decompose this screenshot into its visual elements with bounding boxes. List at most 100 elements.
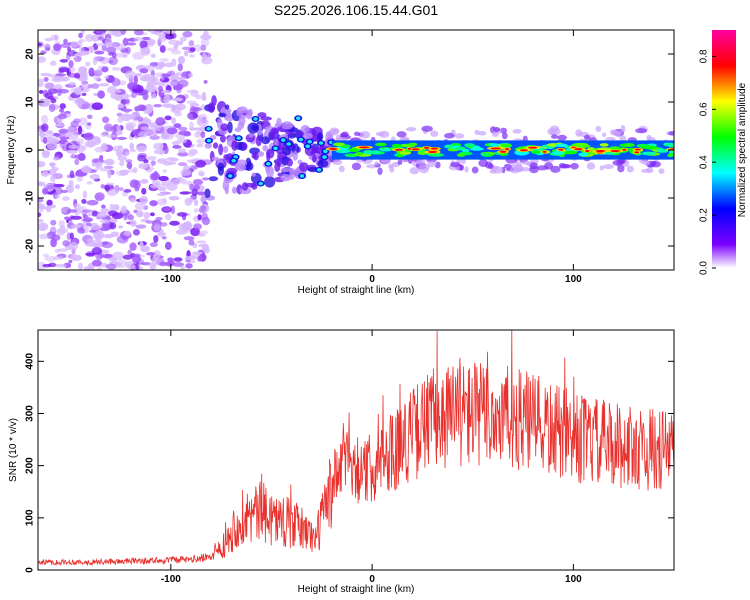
heatmap-cell [612,159,624,166]
heatmap-cell [251,172,256,177]
heatmap-cell [263,130,269,138]
heatmap-cell [89,229,96,233]
heatmap-cell [646,167,654,174]
heatmap-cell [119,160,125,167]
heatmap-cell [52,255,64,261]
heatmap-cell [149,261,157,270]
heatmap-cell [551,151,565,155]
heatmap-cell [155,216,163,221]
heatmap-cell [165,32,175,40]
heatmap-cell [617,165,625,173]
heatmap-cell [139,40,148,49]
heatmap-cell [302,132,313,140]
heatmap-cell [200,131,206,139]
heatmap-cell [641,151,656,156]
heatmap-cell [317,159,329,168]
heatmap-cell [500,143,513,148]
heatmap-cell [140,245,151,253]
heatmap-cell [626,165,634,173]
heatmap-cell [223,113,235,122]
heatmap-cell [73,97,85,106]
heatmap-cell [64,110,71,114]
heatmap-cell [101,204,106,209]
heatmap-cell [125,159,133,164]
heatmap-cell [89,222,100,231]
heatmap-cell [487,163,494,169]
heatmap-cell [77,125,83,134]
heatmap-cell [163,94,171,104]
heatmap-cell [87,122,92,126]
heatmap-cell [98,82,110,87]
heatmap-cell [291,143,300,155]
heatmap-cell [117,116,124,124]
heatmap-cell [161,89,171,94]
heatmap-cell [155,31,162,36]
heatmap-cell [238,115,246,126]
heatmap-cell [660,149,669,153]
heatmap-cell [66,149,78,154]
heatmap-cell [105,263,117,270]
heatmap-cell [634,148,641,151]
heatmap-cell [77,227,86,234]
heatmap-cell [108,60,114,64]
heatmap-cell [97,36,105,41]
heatmap-cell [101,241,114,249]
heatmap-cell [114,261,123,266]
heatmap-cell [149,242,158,248]
heatmap-cell [194,131,201,138]
heatmap-cell [101,116,110,124]
heatmap-cell [108,52,114,56]
heatmap-cell [101,212,107,218]
heatmap-cell [570,162,579,170]
heatmap-cell [42,153,50,159]
heatmap-cell [202,52,207,62]
heatmap-cell [94,146,106,153]
heatmap-cell [50,161,55,169]
heatmap-cell [164,213,172,221]
heatmap-cell [152,253,161,260]
heatmap-cell [78,50,90,56]
heatmap-cell [169,76,176,81]
heatmap-cell [355,151,364,156]
heatmap-cell [176,137,188,144]
heatmap-cell [550,134,558,139]
snr-x-ticks: -100 0 100 [161,330,582,585]
heatmap-cell [186,152,196,157]
heatmap-cell [156,198,168,206]
heatmap-cell [193,199,199,207]
heatmap-cell [601,132,607,137]
heatmap-cell [116,112,123,117]
heatmap-cell [38,233,49,240]
heatmap-cell [641,145,657,150]
heatmap-cell [86,238,94,244]
heatmap-cell [70,254,82,262]
heatmap-cell [203,30,209,36]
heatmap-cell [141,36,151,41]
heatmap-cell [188,40,195,47]
heatmap-cell [127,249,132,255]
heatmap-cell [609,129,618,135]
heatmap-cell [38,78,44,88]
heatmap-cell [162,207,172,212]
heatmap-cell [78,47,85,52]
heatmap-cell [173,123,182,129]
heatmap-cell [143,49,150,55]
snr-y-tick-label: 200 [25,457,36,474]
heatmap-cell [542,150,547,153]
heatmap-cell [41,170,50,177]
heatmap-cell [46,184,56,190]
heatmap-cell [231,186,238,194]
heatmap-cell [43,77,49,82]
colorbar-tick-label: 0.4 [699,155,710,169]
heatmap-cell [328,147,338,150]
heatmap-cell [38,218,44,223]
heatmap-cell [134,73,143,77]
heatmap-cell [149,135,161,140]
heatmap-cell [150,53,156,58]
heatmap-cell [145,220,154,224]
heatmap-cell [133,75,139,84]
heatmap-cell [223,145,229,154]
heatmap-cell [123,212,128,221]
heatmap-cell [295,116,301,121]
